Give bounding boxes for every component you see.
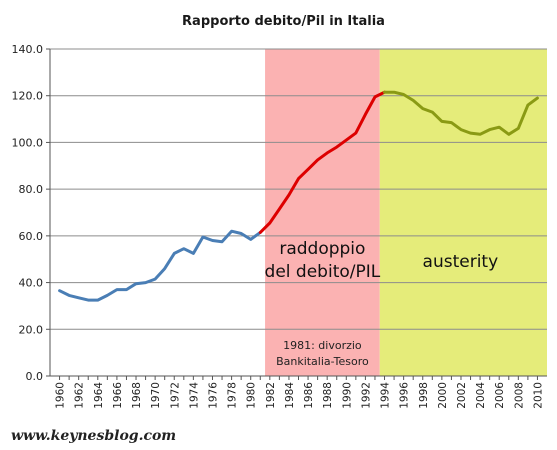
annotations: raddoppio del debito/PIL 1981: divorzio Ban… bbox=[265, 239, 499, 368]
x-tick-label: 1960 bbox=[55, 382, 67, 409]
x-tick-label: 1974 bbox=[188, 382, 200, 409]
highlight-regions bbox=[265, 49, 547, 376]
x-tick-label: 1968 bbox=[131, 382, 143, 409]
region-2-label: austerity bbox=[423, 252, 499, 272]
x-tick-label: 1980 bbox=[246, 382, 258, 409]
y-tick-label: 40.0 bbox=[19, 277, 44, 290]
y-tick-label: 0.0 bbox=[26, 370, 44, 383]
x-tick-label: 1970 bbox=[150, 382, 162, 409]
x-tick-label: 1962 bbox=[74, 382, 86, 409]
x-tick-label: 1964 bbox=[93, 382, 105, 409]
highlight-region-2 bbox=[379, 49, 547, 376]
y-tick-label: 140.0 bbox=[12, 43, 44, 56]
footer-url: www.keynesblog.com bbox=[11, 428, 176, 444]
y-tick-label: 80.0 bbox=[19, 183, 44, 196]
x-tick-label: 2006 bbox=[494, 382, 506, 409]
x-tick-label: 1984 bbox=[284, 382, 296, 409]
series-lines bbox=[58, 90, 539, 302]
x-tick-label: 2008 bbox=[513, 382, 525, 409]
x-tick-label: 1972 bbox=[169, 382, 181, 409]
region-1-label: raddoppio del debito/PIL bbox=[265, 239, 381, 282]
series-line-2 bbox=[258, 90, 386, 234]
x-tick-label: 1982 bbox=[265, 382, 277, 409]
highlight-region-1 bbox=[265, 49, 380, 376]
x-tick-label: 1976 bbox=[207, 382, 219, 409]
x-tick-label: 1990 bbox=[341, 382, 353, 409]
y-tick-label: 100.0 bbox=[12, 136, 44, 149]
y-tick-label: 120.0 bbox=[12, 90, 44, 103]
x-tick-label: 1978 bbox=[227, 382, 239, 409]
x-tick-label: 1998 bbox=[418, 382, 430, 409]
x-tick-label: 1992 bbox=[360, 382, 372, 409]
axes: 0.0 20.0 40.0 60.0 80.0 100.0 120.0 140.0 1960 19… bbox=[12, 43, 547, 409]
series-line-3 bbox=[383, 90, 539, 136]
x-tick-label: 2004 bbox=[475, 382, 487, 409]
x-tick-label: 1994 bbox=[380, 382, 392, 409]
chart-title: Rapporto debito/Pil in Italia bbox=[182, 14, 385, 29]
x-tick-label: 1986 bbox=[303, 382, 315, 409]
x-tick-label: 1966 bbox=[112, 382, 124, 409]
x-tick-label: 2000 bbox=[437, 382, 449, 409]
x-tick-label: 1996 bbox=[399, 382, 411, 409]
gridlines bbox=[50, 48, 547, 377]
x-tick-label: 2002 bbox=[456, 382, 468, 409]
y-tick-label: 20.0 bbox=[19, 323, 44, 336]
x-tick-label: 2010 bbox=[532, 382, 544, 409]
y-tick-label: 60.0 bbox=[19, 230, 44, 243]
region-1-sublabel: 1981: divorzio Bankitalia-Tesoro bbox=[276, 339, 369, 368]
series-line-1 bbox=[58, 229, 262, 302]
x-tick-label: 1988 bbox=[322, 382, 334, 409]
